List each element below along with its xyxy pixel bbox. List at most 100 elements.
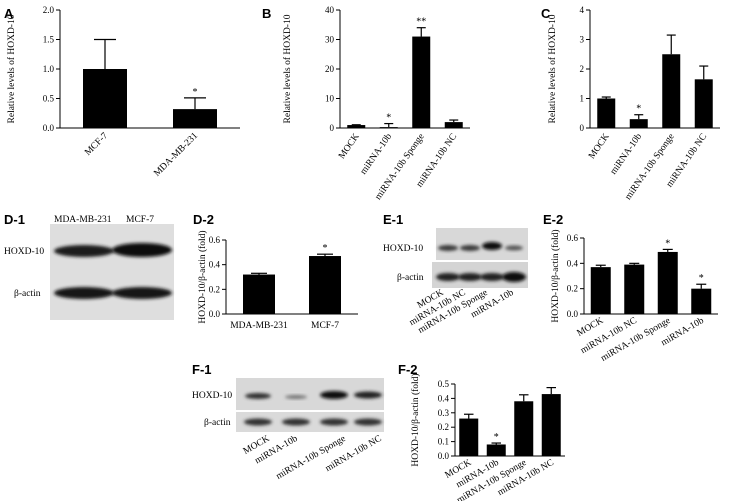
a-bar	[83, 69, 127, 128]
c-y-tick-label: 0	[580, 123, 585, 133]
panel-label-e2: E-2	[543, 212, 563, 227]
b-y-tick-label: 30	[325, 35, 335, 45]
e2-significance-marker: *	[665, 238, 670, 249]
b-bar	[379, 127, 398, 128]
panel-label-d2: D-2	[193, 212, 214, 227]
b-bar	[444, 122, 463, 128]
blot-d1-band-hoxd10-lane1	[54, 245, 114, 257]
blot-f1-band-actin-lane3	[320, 418, 348, 426]
e2-y-axis-label: HOXD-10/β-actin (fold)	[550, 229, 561, 322]
blot-d1-band-hoxd10-lane2	[112, 243, 172, 257]
b-category-label: MOCK	[337, 132, 362, 161]
b-bar	[347, 125, 366, 128]
blot-f1-row-label-2: β-actin	[204, 418, 231, 428]
blot-f1-band-hoxd10-lane1	[245, 393, 271, 399]
b-significance-marker: *	[386, 113, 391, 124]
b-y-tick-label: 10	[325, 94, 335, 104]
b-y-axis-label: Relative levels of HOXD-10	[282, 14, 293, 123]
blot-e1-band-hoxd10-lane4	[505, 245, 523, 251]
d2-category-label: MCF-7	[311, 321, 339, 331]
d2-significance-marker: *	[323, 243, 328, 254]
d2-bar	[309, 256, 341, 314]
e2-bar	[657, 251, 678, 314]
c-category-label: miRNA-10b	[609, 132, 645, 177]
f2-significance-marker: *	[494, 432, 499, 443]
c-y-tick-label: 4	[580, 5, 585, 15]
d2-y-tick-label: 0.0	[209, 309, 221, 319]
d2-y-tick-label: 0.2	[209, 284, 220, 294]
blot-e1-band-actin-lane3	[480, 273, 504, 281]
blot-f1: HOXD-10 β-actin MOCK miRNA-10b miRNA-10b…	[192, 378, 384, 482]
blot-f1-band-hoxd10-lane3	[320, 391, 348, 399]
blot-d1: MDA-MB-231 MCF-7 HOXD-10 β-actin	[4, 215, 174, 320]
b-significance-marker: **	[416, 17, 426, 28]
chart-c: 0 1 2 3 4 Relative levels of HOXD-10 MOCK * miRN…	[547, 5, 720, 202]
e2-bar	[590, 267, 611, 314]
b-y-tick-label: 40	[325, 5, 335, 15]
blot-d1-lane-label-2: MCF-7	[126, 215, 154, 225]
f2-y-tick-label: 0.3	[438, 408, 450, 418]
f2-y-axis-label: HOXD-10/β-actin (fold)	[410, 373, 421, 466]
blot-f1-band-hoxd10-lane4	[354, 391, 382, 399]
blot-f1-band-actin-lane1	[244, 418, 272, 426]
panel-label-a: A	[4, 6, 14, 21]
panel-label-c: C	[541, 6, 551, 21]
f2-bar	[514, 401, 534, 456]
panel-label-d1: D-1	[4, 212, 25, 227]
a-y-tick-label: 1.5	[43, 35, 55, 45]
c-y-tick-label: 1	[580, 94, 585, 104]
chart-b: 0 10 20 30 40 Relative levels of HOXD-10 MOCK *…	[282, 5, 470, 202]
chart-f2: 0.0 0.1 0.2 0.3 0.4 0.5 HOXD-10/β-actin (fold)…	[410, 373, 565, 501]
d2-y-tick-label: 0.6	[209, 235, 221, 245]
c-y-tick-label: 2	[580, 64, 585, 74]
e2-bar	[691, 288, 712, 314]
blot-f1-band-actin-lane4	[354, 418, 382, 426]
blot-e1-row-label-2: β-actin	[397, 273, 424, 283]
f2-bar	[459, 418, 479, 456]
f2-y-tick-label: 0.2	[438, 422, 449, 432]
d2-y-axis-label: HOXD-10/β-actin (fold)	[197, 230, 208, 323]
blot-e1-band-hoxd10-lane3	[482, 242, 502, 250]
blot-e1-band-hoxd10-lane2	[460, 245, 480, 251]
d2-bar	[243, 274, 275, 314]
c-bar	[694, 79, 713, 128]
blot-e1-membrane-hoxd10	[436, 228, 528, 260]
b-category-label: miRNA-10b	[359, 132, 395, 177]
blot-f1-band-actin-lane2	[282, 418, 310, 426]
f2-y-tick-label: 0.5	[438, 379, 450, 389]
panel-label-b: B	[262, 6, 271, 21]
d2-category-label: MDA-MB-231	[230, 321, 288, 331]
c-category-label: MOCK	[587, 132, 612, 161]
e2-y-tick-label: 0.6	[567, 233, 579, 243]
a-bar	[173, 109, 217, 128]
a-category-label: MDA-MB-231	[152, 131, 200, 179]
f2-bar	[541, 394, 561, 456]
e2-significance-marker: *	[699, 273, 704, 284]
blot-e1-band-actin-lane2	[458, 273, 482, 281]
c-significance-marker: *	[636, 104, 641, 115]
b-y-tick-label: 0	[330, 123, 335, 133]
blot-d1-band-actin-lane1	[54, 287, 114, 299]
blot-e1-band-hoxd10-lane1	[438, 245, 458, 251]
e2-bar	[624, 264, 645, 314]
f2-y-tick-label: 0.1	[438, 437, 449, 447]
blot-f1-row-label-1: HOXD-10	[192, 391, 232, 401]
blot-d1-row-label-1: HOXD-10	[4, 247, 44, 257]
e2-y-tick-label: 0.4	[567, 258, 579, 268]
blot-d1-membrane	[50, 224, 174, 320]
f2-y-tick-label: 0.0	[438, 451, 450, 461]
blot-e1: HOXD-10 β-actin MOCK miRNA-10b NC miRNA-…	[383, 228, 528, 336]
b-bar	[412, 36, 431, 128]
b-y-tick-label: 20	[325, 64, 335, 74]
blot-e1-row-label-1: HOXD-10	[383, 244, 423, 254]
a-y-tick-label: 0.5	[43, 94, 55, 104]
c-y-axis-label: Relative levels of HOXD-10	[547, 14, 558, 123]
d2-y-tick-label: 0.4	[209, 260, 221, 270]
e2-y-tick-label: 0.2	[567, 284, 578, 294]
f2-y-tick-label: 0.4	[438, 393, 450, 403]
a-y-axis-label: Relative levels of HOXD-10	[6, 14, 17, 123]
a-y-tick-label: 0.0	[43, 123, 55, 133]
blot-d1-row-label-2: β-actin	[14, 289, 41, 299]
panel-label-f1: F-1	[192, 362, 212, 377]
